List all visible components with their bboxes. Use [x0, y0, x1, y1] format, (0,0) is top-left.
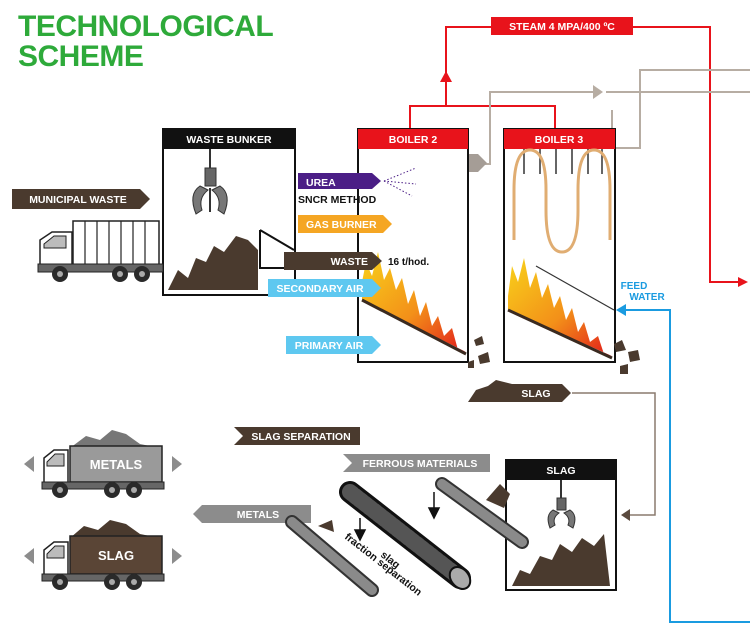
upper-conveyor — [435, 477, 529, 549]
lower-conveyor — [285, 515, 379, 597]
page-title: TECHNOLOGICAL SCHEME — [18, 10, 274, 73]
ferrous-materials-label: FERROUS MATERIALS — [363, 458, 478, 470]
metals-truck-icon: METALS — [24, 430, 182, 498]
boiler-3-fire — [508, 258, 612, 356]
slag-line-arrow — [621, 509, 630, 521]
waste-bunker-label: WASTE BUNKER — [186, 134, 272, 146]
waste-label: WASTE — [331, 256, 368, 268]
page-title-line-2: SCHEME — [18, 40, 144, 73]
feed-water-line — [624, 309, 750, 623]
metals-tag — [193, 505, 311, 523]
page-title-line-1: TECHNOLOGICAL — [18, 10, 274, 43]
slag-truck-label: SLAG — [98, 548, 134, 563]
magnet-arrows — [353, 492, 441, 542]
steam-arrow-right — [738, 277, 748, 287]
urea-injection-lines — [383, 167, 417, 197]
slag-truck-icon: SLAG — [24, 520, 182, 590]
garbage-truck-icon — [37, 220, 164, 282]
boiler-2: BOILER 2 — [357, 128, 469, 363]
metals-truck-label: METALS — [90, 457, 143, 472]
waste-tag — [284, 252, 382, 270]
secondary-air-tag — [268, 279, 381, 297]
feed-water-label-1: FEED — [621, 281, 648, 292]
urea-label: UREA — [306, 177, 336, 189]
sncr-label: SNCR METHOD — [298, 194, 377, 206]
waste-bunker: WASTE BUNKER — [162, 128, 298, 296]
boiler-2-fire — [362, 252, 466, 352]
metals-label: METALS — [237, 509, 279, 521]
rate-label: 16 t/hod. — [388, 257, 429, 268]
slag-bunker: SLAG — [505, 459, 617, 591]
gas-burner-tag — [298, 215, 392, 233]
metal-chip — [318, 520, 334, 532]
primary-air-tag — [286, 336, 381, 354]
steam-label: STEAM 4 MPA/400 ºC — [509, 21, 615, 33]
trommel-separator — [339, 481, 472, 590]
municipal-waste-tag — [12, 189, 150, 209]
slag-bunker-label: SLAG — [546, 465, 575, 477]
slag-separation-label: SLAG SEPARATION — [251, 431, 350, 443]
gas-burner-label: GAS BURNER — [306, 219, 377, 231]
slag-label: SLAG — [521, 388, 550, 400]
flue-arrow — [593, 85, 603, 99]
boiler-3-label: BOILER 3 — [535, 134, 584, 146]
boiler-3-coil — [512, 148, 612, 254]
ferrous-materials-tag — [343, 454, 490, 472]
municipal-waste-label: MUNICIPAL WASTE — [29, 194, 127, 206]
steam-lines — [409, 26, 740, 283]
urea-tag — [298, 173, 381, 189]
steam-arrow-up — [440, 71, 452, 82]
feed-water-arrow — [616, 304, 626, 316]
steam-label-box — [491, 17, 633, 35]
secondary-air-label: SECONDARY AIR — [276, 283, 364, 295]
slag-tag — [500, 384, 571, 402]
boiler-3: BOILER 3 — [503, 128, 616, 363]
slag-separation-tag — [234, 427, 360, 445]
slag-line — [572, 392, 656, 516]
primary-air-label: PRIMARY AIR — [295, 340, 364, 352]
feed-water-label-2: WATER — [629, 292, 665, 303]
boiler-2-label: BOILER 2 — [389, 134, 438, 146]
slag-debris — [468, 336, 640, 374]
